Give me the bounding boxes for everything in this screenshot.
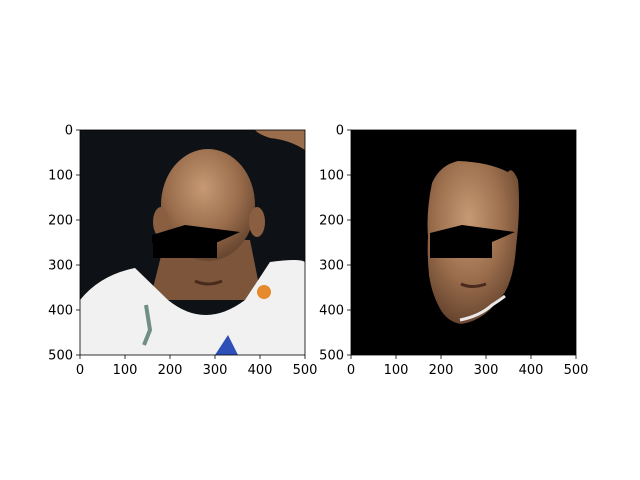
- right-y-tick-label: 300: [319, 259, 344, 274]
- left-x-tick-label: 100: [113, 363, 138, 378]
- right-y-tick-label: 100: [319, 169, 344, 184]
- left-x-tick-label: 0: [76, 363, 84, 378]
- left-y-tick-label: 100: [48, 169, 73, 184]
- left-x-tick-label: 500: [293, 363, 318, 378]
- left-x-tick-label: 300: [203, 363, 228, 378]
- left-y-tick-label: 400: [48, 304, 73, 319]
- right-y-tick-label: 400: [319, 304, 344, 319]
- right-photo: [351, 130, 576, 355]
- right-x-tick-label: 400: [519, 363, 544, 378]
- left-y-tick-label: 0: [65, 124, 73, 139]
- right-x-tick-label: 100: [384, 363, 409, 378]
- left-x-tick-label: 200: [158, 363, 183, 378]
- right-y-tick-label: 500: [319, 349, 344, 364]
- right-y-tick-label: 0: [336, 124, 344, 139]
- left-photo: [80, 130, 305, 355]
- right-x-tick-label: 200: [429, 363, 454, 378]
- right-x-tick-label: 500: [564, 363, 589, 378]
- left-y-tick-label: 500: [48, 349, 73, 364]
- right-y-tick-label: 200: [319, 214, 344, 229]
- right-x-tick-label: 0: [347, 363, 355, 378]
- left-y-tick-label: 300: [48, 259, 73, 274]
- left-y-tick-label: 200: [48, 214, 73, 229]
- right-x-tick-label: 300: [474, 363, 499, 378]
- left-x-tick-label: 400: [248, 363, 273, 378]
